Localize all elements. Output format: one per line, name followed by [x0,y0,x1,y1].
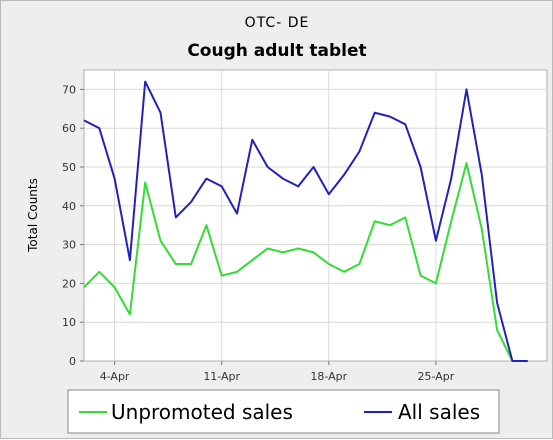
y-axis-ticks: 0 10 20 30 40 50 60 70 [62,83,84,368]
x-axis-ticks: 4-Apr 11-Apr 18-Apr 25-Apr [100,361,455,383]
y-tick-label: 0 [69,355,76,368]
y-tick-label: 40 [62,200,76,213]
y-tick-label: 20 [62,277,76,290]
x-tick-label: 4-Apr [100,370,130,383]
legend: Unpromoted sales All sales [68,390,499,433]
chart-title: Cough adult tablet [187,41,366,61]
y-tick-label: 70 [62,83,76,96]
legend-label-unpromoted: Unpromoted sales [111,400,293,424]
x-tick-label: 25-Apr [418,370,455,383]
y-tick-label: 10 [62,316,76,329]
y-tick-label: 30 [62,239,76,252]
y-tick-label: 60 [62,122,76,135]
legend-label-all-sales: All sales [398,400,480,424]
chart-subtitle: OTC- DE [245,15,310,31]
x-tick-label: 11-Apr [203,370,240,383]
y-tick-label: 50 [62,161,76,174]
x-tick-label: 18-Apr [310,370,347,383]
y-axis-title: Total Counts [26,178,40,253]
